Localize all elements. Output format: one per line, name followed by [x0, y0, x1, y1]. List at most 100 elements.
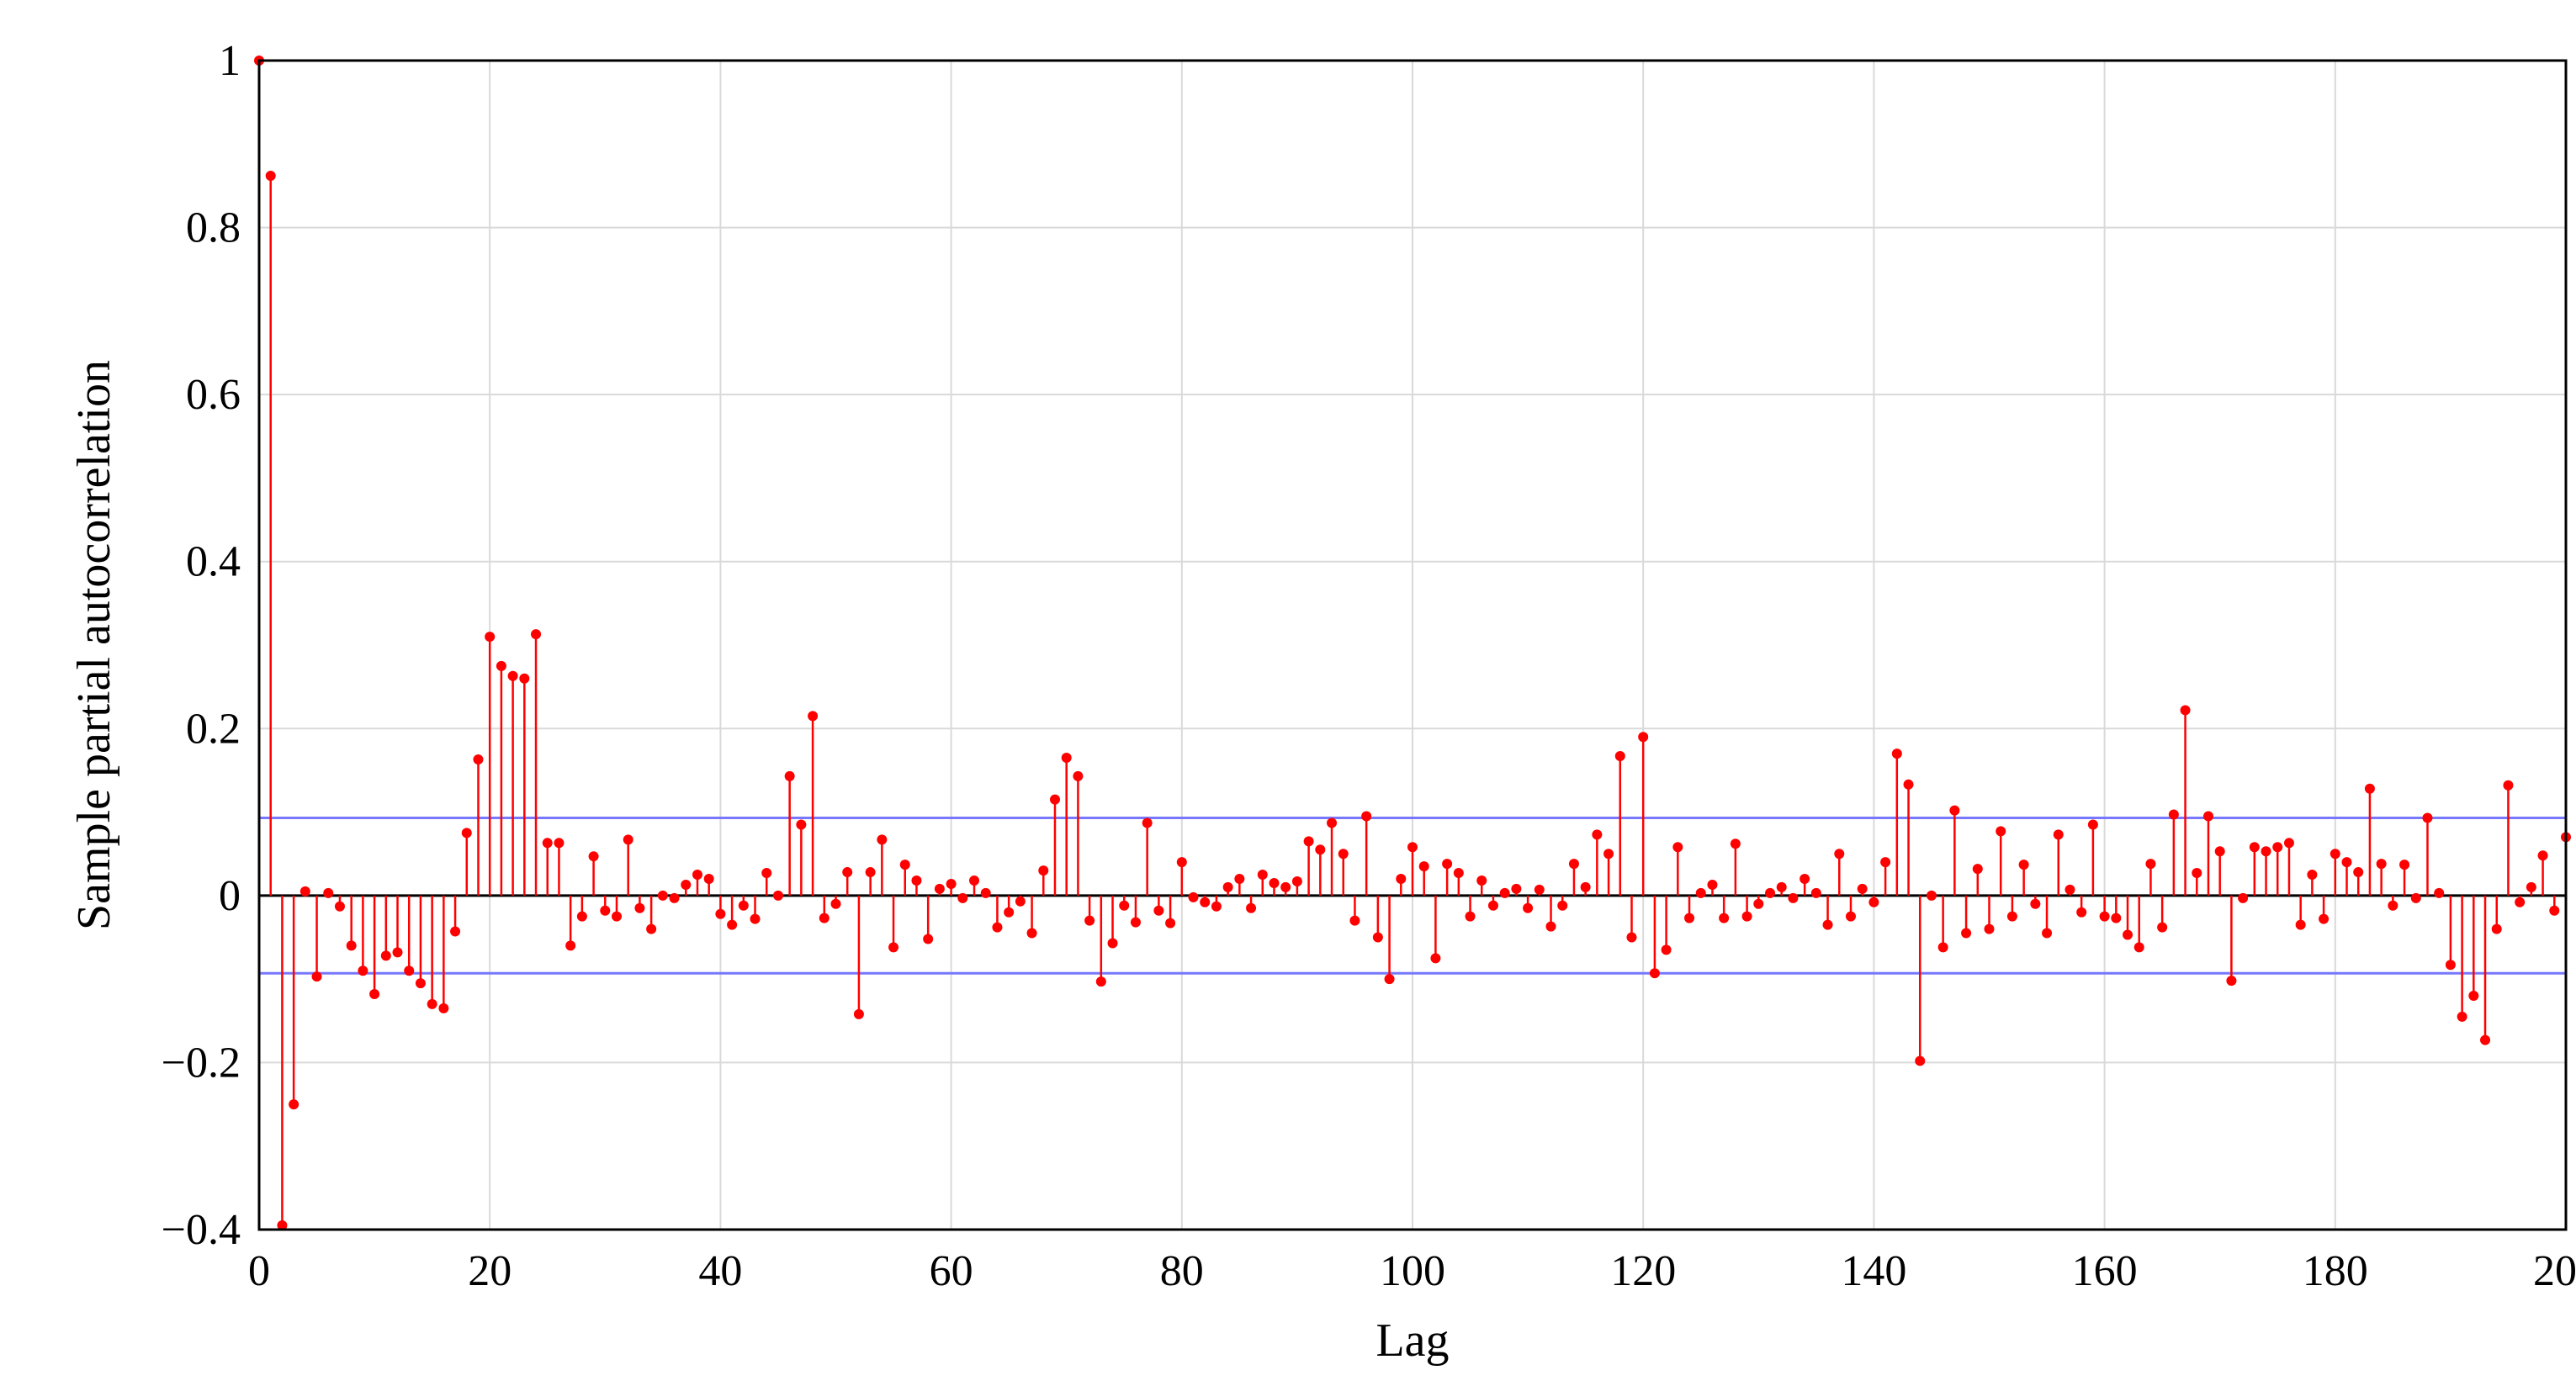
stem-marker [1291, 876, 1302, 886]
x-axis-title: Lag [1375, 1315, 1449, 1367]
stem-marker [2272, 842, 2283, 853]
stem-marker [1719, 913, 1730, 923]
stem-marker [853, 1008, 864, 1019]
stem-marker [1234, 874, 1245, 884]
stem-marker [1810, 887, 1821, 898]
stem-marker [1372, 932, 1383, 943]
x-tick-label: 100 [1380, 1247, 1445, 1295]
stem-marker [1868, 897, 1879, 907]
y-tick-labels: −0.4 −0.2 0 0.2 0.4 0.6 0.8 1 [162, 37, 241, 1254]
stem-marker [819, 913, 830, 923]
y-tick-label: 1 [219, 37, 241, 85]
y-tick-label: −0.4 [162, 1206, 241, 1254]
stem-marker [1407, 842, 1418, 853]
stem-marker [980, 887, 991, 898]
stem-marker [1130, 917, 1141, 928]
stem-marker [507, 670, 518, 681]
stem-marker [2330, 849, 2340, 860]
stem-marker [1315, 844, 1326, 855]
stem-marker [2410, 892, 2421, 903]
stem-marker [2341, 857, 2352, 868]
stem-marker [265, 171, 276, 182]
grid-layer [258, 60, 2567, 1230]
x-tick-label: 0 [248, 1247, 270, 1295]
stem-marker [2202, 811, 2213, 822]
x-tick-label: 200 [2533, 1247, 2576, 1295]
markers-layer [254, 56, 2571, 1231]
stem-marker [1996, 826, 2006, 837]
stem-marker [1142, 817, 1153, 828]
stem-marker [2123, 929, 2133, 940]
stem-marker [1246, 902, 1257, 913]
stem-marker [1004, 907, 1015, 918]
x-tick-label: 180 [2303, 1247, 2368, 1295]
stem-marker [2053, 829, 2064, 840]
stem-marker [1049, 794, 1060, 805]
stem-marker [1614, 751, 1625, 762]
confidence-bounds [259, 817, 2566, 975]
stem-marker [634, 902, 645, 913]
stem-marker [2549, 905, 2560, 916]
stem-marker [2468, 991, 2479, 1001]
stem-marker [1626, 932, 1637, 943]
stem-marker [623, 834, 633, 845]
stem-marker [1903, 779, 1914, 790]
stem-marker [808, 711, 819, 722]
stem-marker [657, 890, 668, 901]
stem-marker [299, 886, 310, 897]
stem-marker [1015, 896, 1026, 907]
stem-marker [1523, 902, 1534, 913]
x-tick-label: 160 [2072, 1247, 2138, 1295]
stem-marker [2157, 922, 2168, 933]
stem-marker [1961, 928, 1972, 939]
stem-marker [2006, 911, 2017, 922]
stem-marker [750, 913, 761, 924]
stem-marker [1753, 898, 1764, 909]
stem-marker [1580, 881, 1591, 892]
stem-marker [334, 901, 345, 912]
stem-marker [888, 942, 899, 953]
x-tick-label: 20 [468, 1247, 511, 1295]
stem-marker [727, 919, 738, 930]
y-axis-title: Sample partial autocorrelation [68, 360, 120, 930]
stem-marker [473, 754, 484, 765]
stem-marker [842, 867, 853, 878]
stem-marker [1661, 944, 1672, 955]
stem-marker [2133, 942, 2144, 953]
stem-marker [2319, 913, 2330, 924]
stem-marker [2515, 897, 2526, 907]
stem-marker [1073, 770, 1084, 781]
x-tick-label: 60 [930, 1247, 973, 1295]
y-tick-label: 0.4 [186, 538, 241, 586]
stem-marker [1303, 836, 1314, 847]
stem-marker [1176, 857, 1187, 868]
stem-marker [2283, 838, 2294, 849]
stem-marker [1430, 953, 1441, 964]
stem-marker [1418, 861, 1429, 872]
stem-marker [1487, 900, 1498, 911]
stem-marker [2180, 705, 2191, 716]
stem-marker [519, 673, 530, 684]
stem-marker [2434, 887, 2445, 898]
stem-marker [1465, 911, 1476, 922]
stem-marker [1222, 881, 1233, 892]
stem-marker [1949, 805, 1960, 816]
stem-marker [2445, 960, 2456, 971]
stem-marker [2076, 907, 2087, 918]
x-tick-label: 40 [698, 1247, 742, 1295]
stem-marker [612, 911, 623, 922]
stem-marker [1107, 938, 1118, 949]
stem-marker [1984, 923, 1995, 934]
stem-marker [1545, 921, 1556, 932]
stem-marker [2399, 860, 2410, 870]
stem-marker [369, 989, 380, 1000]
stem-marker [1557, 900, 1568, 911]
stem-marker [485, 632, 496, 643]
stem-marker [1915, 1055, 1926, 1066]
stem-marker [1695, 887, 1706, 898]
stem-marker [796, 819, 807, 830]
stem-marker [2087, 819, 2098, 830]
stem-marker [2503, 780, 2514, 791]
stem-marker [992, 922, 1003, 933]
